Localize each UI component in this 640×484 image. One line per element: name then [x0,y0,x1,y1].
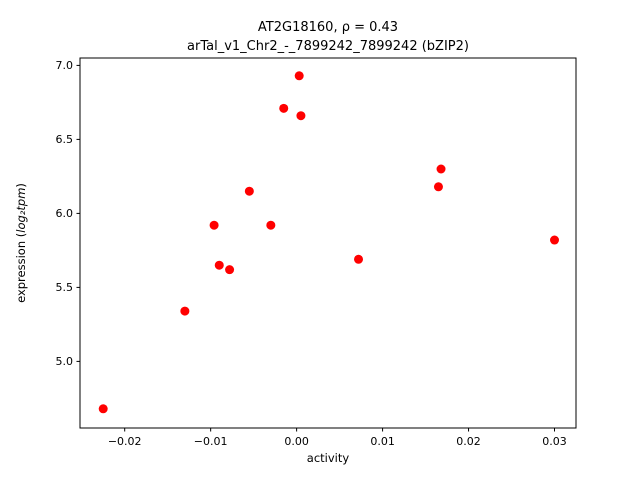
data-point [354,254,364,264]
y-axis-label-math: log₂tpm [14,188,28,233]
x-tick-label: 0.01 [370,435,395,448]
data-point [209,220,219,230]
y-axis-label-prefix: expression ( [14,233,28,303]
y-tick-label: 5.5 [56,281,74,294]
data-point [98,404,108,414]
data-point [296,111,306,121]
x-tick-label: −0.01 [194,435,228,448]
y-axis-label: expression (log₂tpm) [14,183,28,303]
x-tick-label: 0.02 [456,435,481,448]
y-tick-label: 6.0 [56,207,74,220]
data-point [433,182,443,192]
data-point [550,235,560,245]
data-point [214,260,224,270]
x-axis-ticks: −0.02 −0.01 0.00 0.01 0.02 0.03 [108,428,567,448]
y-axis-ticks: 5.0 5.5 6.0 6.5 7.0 [56,59,80,368]
data-point [225,265,235,275]
plot-title-line2: arTal_v1_Chr2_-_7899242_7899242 (bZIP2) [187,39,469,54]
data-points [98,71,560,414]
data-point [180,306,190,316]
y-tick-label: 5.0 [56,355,74,368]
data-point [294,71,304,81]
y-axis-label-suffix: ) [14,183,28,188]
plot-frame [79,57,577,429]
plot-title-line1: AT2G18160, ρ = 0.43 [258,20,398,35]
x-tick-label: −0.02 [108,435,142,448]
data-point [436,164,446,174]
y-tick-label: 6.5 [56,133,74,146]
data-point [279,103,289,113]
x-axis-label: activity [307,451,350,465]
data-point [244,186,254,196]
y-tick-label: 7.0 [56,59,74,72]
data-point [266,220,276,230]
x-tick-label: 0.03 [542,435,567,448]
x-tick-label: 0.00 [284,435,309,448]
